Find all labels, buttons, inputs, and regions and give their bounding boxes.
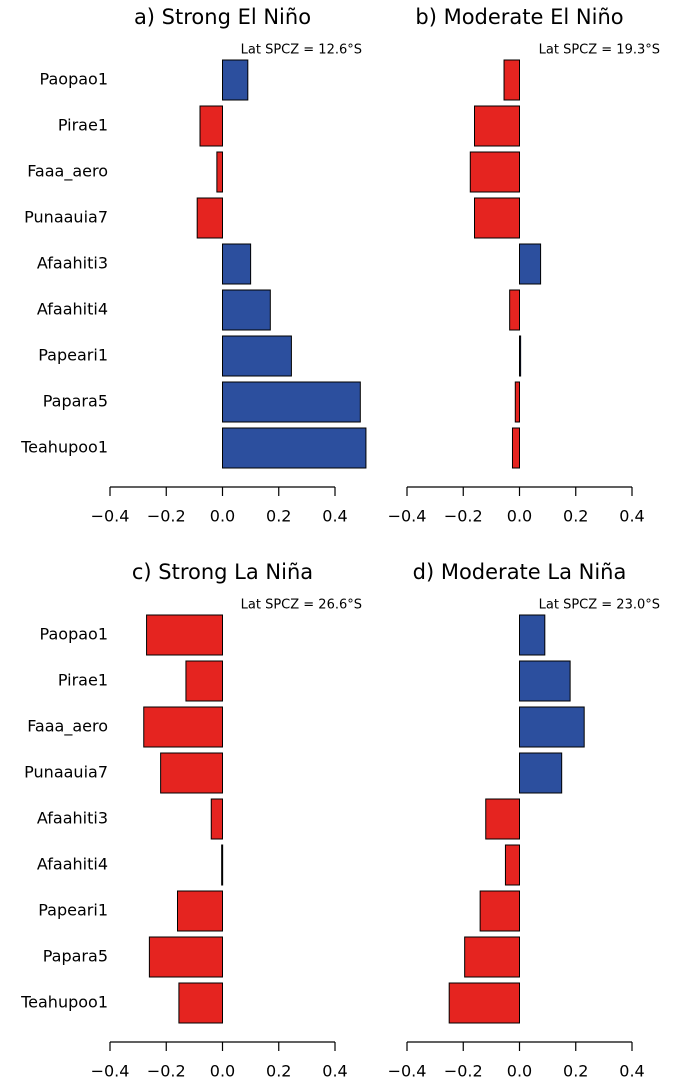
bar (474, 197, 520, 239)
bar (448, 982, 520, 1024)
bar (196, 197, 223, 239)
bar (514, 381, 520, 423)
x-tick-label: −0.4 (91, 507, 130, 526)
x-tick-label: −0.4 (91, 1062, 130, 1081)
category-label: Teahupoo1 (20, 993, 108, 1012)
bar (222, 59, 249, 101)
x-tick-label: 0.2 (563, 507, 588, 526)
x-tick-label: −0.2 (147, 1062, 186, 1081)
category-label: Afaahiti3 (37, 809, 108, 828)
bar (178, 982, 223, 1024)
bar (221, 844, 224, 886)
x-tick-label: 0.4 (619, 507, 644, 526)
category-label: Papara5 (43, 392, 108, 411)
bar (146, 614, 223, 656)
bar (177, 890, 223, 932)
bar (511, 427, 520, 469)
category-label: Papeari1 (38, 346, 108, 365)
bar (222, 335, 292, 377)
bar (509, 289, 520, 331)
x-tick-label: 0.4 (322, 507, 347, 526)
category-label: Pirae1 (58, 116, 108, 135)
bar (216, 151, 223, 193)
category-label: Punaauia7 (24, 763, 108, 782)
bar (519, 752, 563, 794)
x-tick-label: −0.2 (444, 507, 483, 526)
bar (479, 890, 520, 932)
x-tick-label: 0.0 (507, 507, 532, 526)
category-label: Faaa_aero (27, 717, 108, 737)
bar (519, 660, 571, 702)
x-tick-label: 0.2 (563, 1062, 588, 1081)
x-tick-label: 0.4 (322, 1062, 347, 1081)
bar (199, 105, 223, 147)
bar (143, 706, 223, 748)
panel-title: d) Moderate La Niña (413, 560, 627, 584)
bar (222, 427, 367, 469)
bar (210, 798, 223, 840)
category-label: Afaahiti4 (37, 300, 108, 319)
category-label: Paopao1 (40, 70, 108, 89)
bar (485, 798, 520, 840)
bar (519, 243, 542, 285)
bar (160, 752, 223, 794)
x-tick-label: 0.0 (210, 1062, 235, 1081)
bar (504, 844, 520, 886)
panel-title: c) Strong La Niña (132, 560, 313, 584)
category-label: Paopao1 (40, 625, 108, 644)
bar (222, 289, 271, 331)
bar (148, 936, 223, 978)
annotation: Lat SPCZ = 19.3°S (539, 43, 660, 58)
bar (503, 59, 520, 101)
category-label: Papeari1 (38, 901, 108, 920)
x-tick-label: 0.0 (507, 1062, 532, 1081)
category-label: Afaahiti4 (37, 855, 108, 874)
x-tick-label: 0.2 (266, 1062, 291, 1081)
x-tick-label: 0.4 (619, 1062, 644, 1081)
category-label: Afaahiti3 (37, 254, 108, 273)
annotation: Lat SPCZ = 23.0°S (539, 598, 660, 613)
bar (185, 660, 223, 702)
bar (519, 706, 585, 748)
category-label: Teahupoo1 (20, 438, 108, 457)
x-tick-label: 0.2 (266, 507, 291, 526)
annotation: Lat SPCZ = 26.6°S (241, 598, 362, 613)
bar (222, 381, 361, 423)
x-tick-label: −0.2 (147, 507, 186, 526)
x-tick-label: −0.2 (444, 1062, 483, 1081)
panel-title: b) Moderate El Niño (415, 5, 623, 29)
bar (519, 335, 522, 377)
x-tick-label: 0.0 (210, 507, 235, 526)
bar (469, 151, 520, 193)
x-tick-label: −0.4 (388, 1062, 427, 1081)
category-label: Pirae1 (58, 671, 108, 690)
category-label: Papara5 (43, 947, 108, 966)
category-label: Faaa_aero (27, 162, 108, 182)
bar (222, 243, 252, 285)
x-tick-label: −0.4 (388, 507, 427, 526)
bar (474, 105, 520, 147)
bar (519, 614, 546, 656)
category-label: Punaauia7 (24, 208, 108, 227)
annotation: Lat SPCZ = 12.6°S (241, 43, 362, 58)
bar (464, 936, 520, 978)
panel-title: a) Strong El Niño (134, 5, 311, 29)
